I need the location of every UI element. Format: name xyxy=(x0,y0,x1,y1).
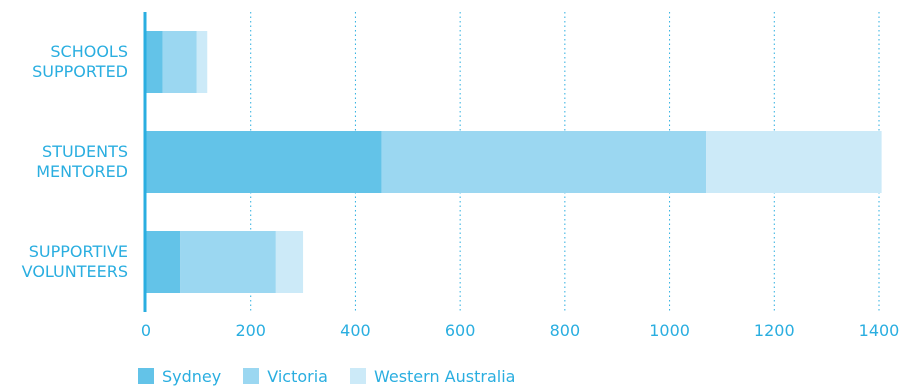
x-axis-ticks: 0 200 400 600 800 1000 1200 1400 xyxy=(141,321,899,340)
tick-label-200: 200 xyxy=(235,321,266,340)
tick-label-800: 800 xyxy=(550,321,581,340)
legend-swatch-sydney xyxy=(138,368,154,384)
category-label-schools-supported-line-1: SCHOOLS xyxy=(50,42,128,61)
bar-students-mentored-victoria xyxy=(381,131,707,193)
legend: Sydney Victoria Western Australia xyxy=(138,366,515,386)
legend-item-sydney: Sydney xyxy=(138,367,221,386)
tick-label-400: 400 xyxy=(340,321,371,340)
tick-label-1000: 1000 xyxy=(649,321,690,340)
category-label-supportive-volunteers-line-2: VOLUNTEERS xyxy=(22,262,128,281)
tick-label-0: 0 xyxy=(141,321,151,340)
legend-label-western-australia: Western Australia xyxy=(373,366,516,386)
legend-label-victoria: Victoria xyxy=(267,366,328,386)
bar-students-mentored-western-australia xyxy=(706,131,882,193)
bars xyxy=(146,31,882,293)
legend-item-victoria: Victoria xyxy=(243,367,328,386)
bar-students-mentored-sydney xyxy=(146,131,382,193)
tick-label-1400: 1400 xyxy=(859,321,900,340)
legend-swatch-victoria xyxy=(243,368,260,384)
category-label-students-mentored-line-1: STUDENTS xyxy=(42,142,128,161)
bar-supportive-volunteers-western-australia xyxy=(275,231,304,293)
tick-label-600: 600 xyxy=(445,321,476,340)
bar-supportive-volunteers-victoria xyxy=(180,231,276,293)
bar-schools-supported-victoria xyxy=(162,31,197,93)
category-label-supportive-volunteers-line-1: SUPPORTIVE xyxy=(29,242,128,261)
bar-supportive-volunteers-sydney xyxy=(146,231,181,293)
bar-schools-supported-western-australia xyxy=(196,31,208,93)
legend-label-sydney: Sydney xyxy=(162,366,222,386)
tick-label-1200: 1200 xyxy=(754,321,795,340)
bar-schools-supported-sydney xyxy=(146,31,163,93)
legend-item-western-australia: Western Australia xyxy=(349,366,516,386)
legend-swatch-western-australia xyxy=(349,368,366,384)
category-label-students-mentored-line-2: MENTORED xyxy=(36,162,128,181)
category-label-schools-supported-line-2: SUPPORTED xyxy=(32,62,128,81)
